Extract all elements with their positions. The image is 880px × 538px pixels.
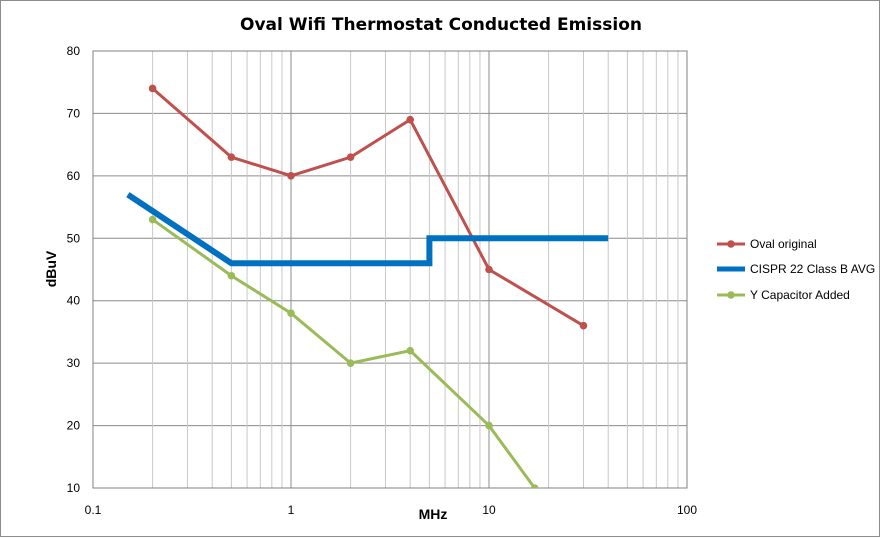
data-point	[530, 484, 539, 488]
data-point	[287, 172, 295, 180]
chart-title: Oval Wifi Thermostat Conducted Emission	[240, 15, 642, 35]
data-point	[579, 321, 588, 330]
data-point	[346, 153, 355, 161]
y-tick-label: 80	[67, 44, 81, 58]
data-point	[485, 421, 493, 430]
y-tick-label: 60	[67, 169, 81, 183]
y-tick-label: 10	[67, 481, 81, 495]
series-layer	[126, 84, 609, 488]
data-point	[148, 84, 157, 93]
x-tick-label: 100	[677, 503, 697, 517]
y-tick-label: 40	[67, 294, 81, 308]
y-axis-label: dBuV	[43, 250, 59, 287]
plot-area-border	[92, 50, 688, 489]
data-point	[227, 271, 236, 280]
x-tick-label: 0.1	[85, 503, 102, 517]
series-line-2	[126, 192, 609, 267]
y-tick-label: 20	[67, 419, 81, 433]
data-point	[287, 309, 295, 318]
series-line-3	[151, 218, 536, 488]
data-point	[346, 359, 355, 367]
y-axis-ticks: 10 20 30 40 50 60 70 80	[67, 44, 81, 495]
data-point	[406, 346, 415, 355]
data-point	[406, 115, 415, 124]
legend-label: Oval original	[750, 237, 817, 251]
series-line-1	[151, 87, 585, 327]
legend-label: Y Capacitor Added	[750, 288, 850, 302]
x-tick-label: 1	[288, 503, 295, 517]
x-tick-label: 10	[482, 503, 496, 517]
y-tick-label: 50	[67, 231, 81, 245]
data-point	[485, 265, 493, 274]
y-tick-label: 30	[67, 356, 81, 370]
data-point	[227, 153, 236, 161]
y-tick-label: 70	[67, 106, 81, 120]
legend-swatch-marker	[727, 291, 735, 299]
legend-label: CISPR 22 Class B AVG	[750, 262, 875, 276]
legend: Oval original CISPR 22 Class B AVG Y Capac…	[717, 237, 875, 302]
x-axis-label: MHz	[419, 506, 448, 522]
legend-swatch-marker	[727, 240, 735, 248]
grid	[92, 50, 687, 489]
x-axis-ticks: 0.1 1 10 100	[85, 503, 698, 517]
data-point	[148, 215, 157, 224]
